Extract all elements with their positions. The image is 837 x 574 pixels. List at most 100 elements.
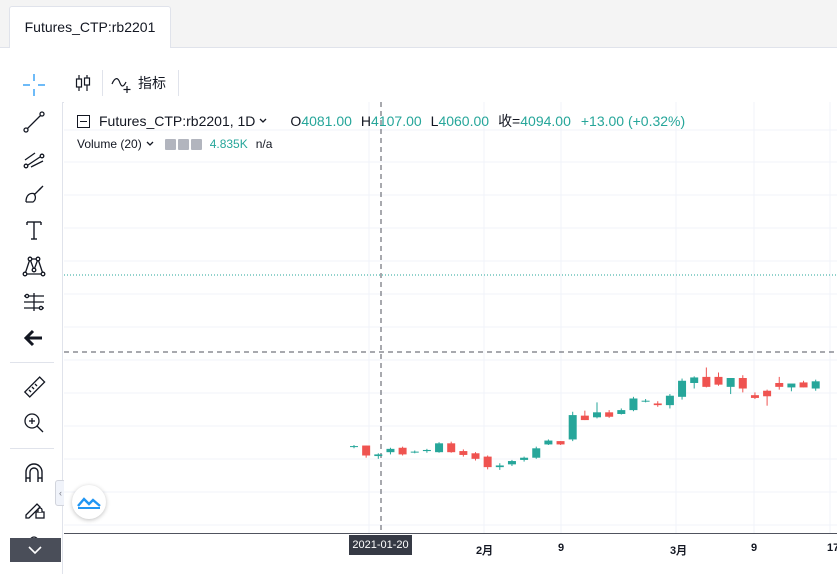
legend-comma: , [229, 113, 238, 129]
candle-body [593, 412, 601, 418]
time-axis-label: 17 [827, 542, 837, 554]
low-prefix: L [430, 113, 439, 129]
volume-value: 4.835K [209, 137, 248, 151]
candle-body [653, 403, 662, 406]
open-prefix: O [290, 113, 302, 129]
tab-bar: Futures_CTP:rb2201 [0, 0, 837, 48]
candle-body [775, 382, 784, 387]
time-axis-label: 2月 [476, 545, 494, 557]
candle-body [422, 449, 431, 452]
candle-body [714, 376, 723, 385]
low-value: 4060.00 [438, 113, 490, 129]
trend-line-icon[interactable] [18, 107, 50, 137]
ruler-icon[interactable] [18, 372, 50, 402]
candle-body [350, 446, 358, 448]
chevron-down-icon [28, 546, 42, 555]
candle-body [435, 443, 444, 453]
change-value: +13.00 (+0.32%) [580, 113, 686, 129]
candle-body [605, 412, 614, 417]
lock-drawing-icon[interactable] [18, 494, 50, 524]
indicators-button[interactable]: 指标 [110, 64, 166, 102]
chevron-down-icon[interactable] [145, 139, 155, 149]
candle-body [750, 395, 759, 398]
candle-body [459, 451, 468, 455]
volume-legend: Volume (20) 4.835K n/a [77, 137, 272, 151]
zoom-in-icon[interactable] [18, 408, 50, 438]
candles-layer [350, 367, 820, 470]
candle-body [507, 461, 516, 465]
crosshair-date-badge: 2021-01-20 [349, 535, 412, 555]
fib-tool-icon[interactable] [18, 143, 50, 173]
remove-icon[interactable] [190, 138, 202, 150]
candle-body [629, 398, 638, 411]
text-icon[interactable] [18, 215, 50, 245]
high-value: 4107.00 [371, 113, 422, 129]
candle-body [386, 448, 395, 453]
indicators-icon [111, 78, 131, 93]
close-prefix: 收= [498, 113, 521, 129]
magnet-icon[interactable] [18, 458, 50, 488]
toolbar-separator [10, 362, 54, 363]
tab-chart[interactable]: Futures_CTP:rb2201 [9, 6, 171, 48]
time-axis-label: 9 [751, 542, 758, 554]
volume-na: n/a [255, 137, 273, 151]
indicators-label: 指标 [138, 75, 166, 91]
candle-body [787, 383, 796, 388]
candle-body [495, 465, 504, 468]
candle-body [678, 380, 687, 397]
toolbar-separator [10, 448, 54, 449]
candle-body [374, 454, 383, 457]
candle-body [690, 377, 699, 383]
high-prefix: H [360, 113, 372, 129]
candle-body [410, 451, 419, 453]
symbol-legend: Futures_CTP:rb2201, 1D O 4081.00 H 4107.00… [77, 111, 685, 131]
candle-body [641, 400, 650, 402]
logo-icon [77, 497, 101, 509]
candle-body [665, 395, 674, 406]
candle-body [811, 381, 820, 389]
open-value: 4081.00 [301, 113, 352, 129]
legend-symbol[interactable]: Futures_CTP:rb2201 [99, 113, 230, 129]
visibility-icon[interactable] [164, 138, 176, 150]
time-axis-label: 9 [558, 542, 565, 554]
chevron-down-icon[interactable] [258, 116, 268, 126]
topbar-separator [102, 70, 103, 96]
candle-body [532, 448, 541, 458]
drawing-toolbar [0, 64, 63, 574]
candle-body [726, 378, 735, 387]
candle-body [471, 453, 480, 459]
close-value: 4094.00 [520, 113, 571, 129]
candle-body [483, 456, 492, 468]
volume-label[interactable]: Volume (20) [77, 137, 142, 151]
candle-body [763, 390, 772, 397]
pattern-icon[interactable] [18, 251, 50, 281]
candle-body [544, 440, 553, 445]
candle-body [447, 443, 456, 453]
arrow-left-icon[interactable] [18, 323, 50, 353]
candle-body [362, 445, 371, 456]
candle-body [556, 441, 565, 445]
chart-top-bar: 指标 [62, 64, 837, 103]
settings-icon[interactable] [177, 138, 189, 150]
time-axis[interactable]: 2月 9 3月 9 17 [64, 533, 837, 562]
collapse-legend-icon[interactable] [77, 114, 90, 128]
candle-body [520, 457, 529, 460]
legend-interval[interactable]: 1D [237, 113, 256, 129]
logo-button[interactable] [72, 485, 106, 519]
prediction-icon[interactable] [18, 287, 50, 317]
candle-body [799, 382, 808, 388]
candles-icon [75, 75, 91, 91]
topbar-separator [178, 70, 179, 96]
candle-body [738, 378, 747, 389]
crosshair-icon[interactable] [18, 70, 50, 100]
time-axis-label: 3月 [670, 545, 688, 557]
candle-body [580, 415, 589, 421]
price-chart[interactable] [64, 102, 837, 536]
chart-type-button[interactable] [72, 64, 94, 102]
candle-body [617, 410, 626, 414]
brush-icon[interactable] [18, 179, 50, 209]
candle-body [398, 447, 407, 455]
scroll-down-button[interactable] [10, 538, 61, 562]
chart-grid [64, 102, 837, 536]
candle-body [702, 376, 711, 387]
